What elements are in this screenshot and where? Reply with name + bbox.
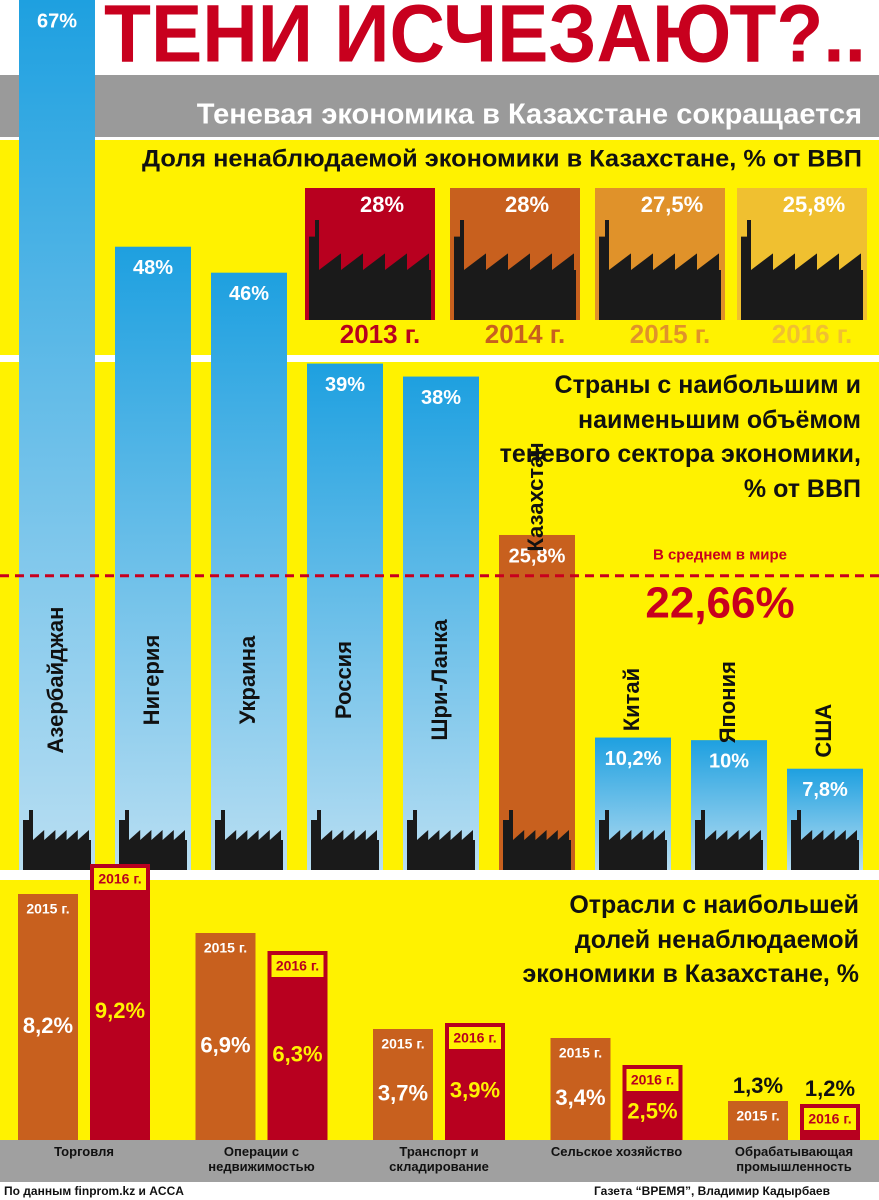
value-label: 28% xyxy=(505,192,549,217)
title: ТЕНИ ИСЧЕЗАЮТ?.. xyxy=(104,0,866,80)
source: По данным finprom.kz и ACCA xyxy=(4,1184,184,1198)
category-label: Транспорт и складирование xyxy=(389,1144,489,1174)
subtitle: Теневая экономика в Казахстане сокращает… xyxy=(197,99,862,131)
factory-icon xyxy=(599,220,721,320)
legend-label: 2016 г. xyxy=(453,1030,496,1046)
legend-label: 2016 г. xyxy=(276,958,319,974)
category-label: Нигерия xyxy=(139,635,164,726)
category-label: США xyxy=(811,704,836,758)
category-label: Сельское хозяйство xyxy=(550,1144,683,1159)
bar xyxy=(403,376,479,870)
value-label: 48% xyxy=(133,257,173,279)
factory-icon xyxy=(119,810,187,870)
value-label: 2,5% xyxy=(627,1098,677,1123)
legend-label: 2015 г. xyxy=(559,1045,602,1061)
legend-label: 2015 г. xyxy=(381,1036,424,1052)
bar xyxy=(90,864,150,1140)
value-label: 10,2% xyxy=(605,748,662,770)
value-label: 3,4% xyxy=(555,1085,605,1110)
value-label: 3,7% xyxy=(378,1080,428,1105)
section-title: Доля ненаблюдаемой экономики в Казахстан… xyxy=(142,145,862,172)
legend-label: 2016 г. xyxy=(631,1072,674,1088)
year-box xyxy=(626,1069,679,1091)
year-label: 2014 г. xyxy=(485,319,566,349)
subtitle-band xyxy=(0,75,879,137)
reference-value: 22,66% xyxy=(645,578,794,627)
category-label: Шри-Ланка xyxy=(427,619,452,741)
bar xyxy=(115,246,191,870)
value-label: 6,3% xyxy=(272,1041,322,1066)
factory-icon xyxy=(309,220,431,320)
category-label: Обрабатывающая промышленность xyxy=(734,1144,854,1174)
value-label: 10% xyxy=(709,750,749,772)
factory-icon xyxy=(741,220,863,320)
value-label: 25,8% xyxy=(783,192,845,217)
year-label: 2016 г. xyxy=(772,319,853,349)
value-label: 9,2% xyxy=(95,998,145,1023)
year-label: 2013 г. xyxy=(340,319,421,349)
category-label: Украина xyxy=(235,635,260,724)
category-label: Россия xyxy=(331,641,356,719)
category-band xyxy=(0,1140,879,1182)
category-label: Торговля xyxy=(54,1144,114,1159)
reference-label: В среднем в мире xyxy=(653,547,787,564)
bar xyxy=(195,933,256,1140)
bar xyxy=(307,363,383,870)
category-label: Казахстан xyxy=(523,442,548,551)
factory-icon xyxy=(454,220,576,320)
legend-label: 2015 г. xyxy=(26,901,69,917)
factory-icon xyxy=(311,810,379,870)
category-label: Япония xyxy=(715,661,740,743)
value-label: 1,2% xyxy=(805,1076,855,1101)
year-box xyxy=(449,1027,501,1049)
year-label: 2015 г. xyxy=(630,319,711,349)
section-title: Страны с наибольшим и наименьшим объёмом… xyxy=(499,371,861,503)
value-label: 27,5% xyxy=(641,192,703,217)
factory-icon xyxy=(599,810,667,870)
category-label: Азербайджан xyxy=(43,607,68,754)
value-label: 39% xyxy=(325,374,365,396)
year-box xyxy=(271,955,324,977)
factory-icon xyxy=(407,810,475,870)
year-box xyxy=(804,1108,856,1130)
value-label: 25,8% xyxy=(509,545,566,567)
factory-icon xyxy=(503,810,571,870)
credit: Газета “ВРЕМЯ”, Владимир Кадырбаев xyxy=(594,1184,830,1198)
year-box xyxy=(94,868,146,890)
section-title: Отрасли с наибольшей долей ненаблюдаемой… xyxy=(522,891,859,988)
bar xyxy=(211,272,287,871)
bar xyxy=(19,0,95,870)
value-label: 38% xyxy=(421,387,461,409)
value-label: 28% xyxy=(360,192,404,217)
bar xyxy=(373,1029,433,1140)
factory-icon xyxy=(23,810,91,870)
legend-label: 2016 г. xyxy=(808,1111,851,1127)
value-label: 46% xyxy=(229,283,269,305)
bar xyxy=(728,1101,788,1140)
category-label: Операции с недвижимостью xyxy=(208,1144,315,1174)
value-label: 3,9% xyxy=(450,1077,500,1102)
value-label: 1,3% xyxy=(733,1073,783,1098)
value-label: 7,8% xyxy=(802,779,848,801)
bar xyxy=(18,894,78,1140)
legend-label: 2015 г. xyxy=(736,1108,779,1124)
legend-label: 2015 г. xyxy=(204,940,247,956)
value-label: 8,2% xyxy=(23,1013,73,1038)
factory-icon xyxy=(215,810,283,870)
category-label: Китай xyxy=(619,668,644,732)
value-label: 67% xyxy=(37,10,77,32)
bar xyxy=(267,951,328,1140)
factory-icon xyxy=(791,810,859,870)
legend-label: 2016 г. xyxy=(98,871,141,887)
bar xyxy=(550,1038,611,1140)
value-label: 6,9% xyxy=(200,1032,250,1057)
factory-icon xyxy=(695,810,763,870)
